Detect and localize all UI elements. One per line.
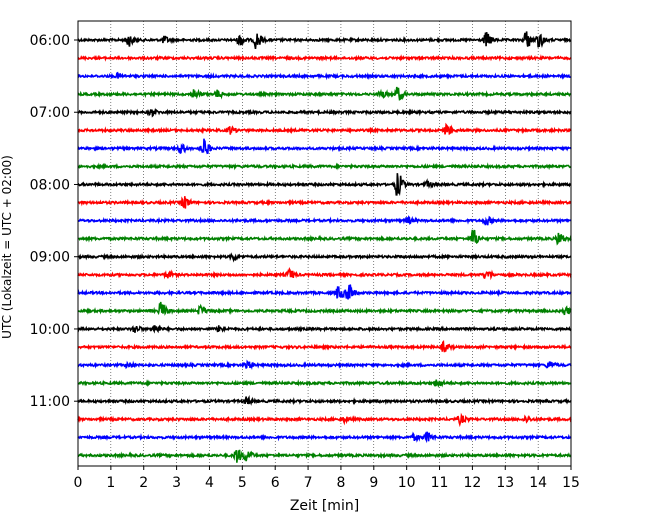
x-tick-label-5: 5 — [238, 475, 247, 491]
trace-1015 — [77, 339, 572, 353]
trace-0645 — [77, 86, 572, 101]
trace-0715 — [77, 122, 572, 136]
trace-layer — [77, 31, 572, 463]
x-tick-label-3: 3 — [172, 475, 181, 491]
x-tick-label-7: 7 — [304, 475, 313, 491]
trace-0930 — [77, 284, 572, 300]
x-tick-label-6: 6 — [271, 475, 280, 491]
x-tick-label-0: 0 — [74, 475, 83, 491]
trace-0630 — [77, 71, 572, 81]
trace-1145 — [77, 449, 572, 463]
trace-1115 — [77, 412, 572, 428]
x-tick-label-4: 4 — [205, 475, 214, 491]
y-tick-label-1000: 10:00 — [30, 322, 70, 338]
x-tick-label-12: 12 — [463, 475, 481, 491]
trace-1000 — [77, 324, 572, 334]
y-tick-label-0600: 06:00 — [30, 33, 70, 49]
trace-1030 — [77, 359, 572, 370]
trace-0800 — [77, 173, 572, 197]
trace-0700 — [77, 107, 572, 118]
trace-0845 — [77, 229, 572, 246]
x-tick-label-1: 1 — [106, 475, 115, 491]
grid-layer — [110, 21, 539, 466]
trace-0615 — [77, 54, 572, 63]
y-tick-label-1100: 11:00 — [30, 394, 70, 410]
x-tick-label-13: 13 — [496, 475, 514, 491]
trace-0900 — [77, 252, 572, 263]
trace-0830 — [77, 215, 572, 226]
x-tick-label-15: 15 — [562, 475, 580, 491]
y-axis-label: UTC (Lokalzeit = UTC + 02:00) — [0, 155, 14, 339]
x-axis-label: Zeit [min] — [290, 498, 359, 514]
trace-0730 — [77, 138, 572, 155]
x-tick-label-10: 10 — [398, 475, 416, 491]
x-tick-label-11: 11 — [431, 475, 449, 491]
trace-0945 — [77, 301, 572, 316]
y-axis-ticks: 06:00 07:00 08:00 09:00 10:00 11:00 — [30, 33, 78, 410]
y-tick-label-0900: 09:00 — [30, 250, 70, 266]
x-tick-label-14: 14 — [529, 475, 547, 491]
x-axis-ticks: 0 1 2 3 4 5 6 7 8 9 10 11 12 13 14 15 — [74, 466, 580, 491]
plot-frame — [77, 20, 572, 467]
y-tick-label-0700: 07:00 — [30, 105, 70, 121]
trace-1100 — [77, 395, 572, 406]
x-tick-label-9: 9 — [369, 475, 378, 491]
trace-0815 — [77, 196, 572, 209]
y-tick-label-0800: 08:00 — [30, 177, 70, 193]
trace-1130 — [77, 431, 572, 444]
x-tick-label-2: 2 — [139, 475, 148, 491]
trace-0915 — [77, 266, 572, 281]
trace-1045 — [77, 378, 572, 388]
trace-0745 — [77, 162, 572, 171]
x-tick-label-8: 8 — [336, 475, 345, 491]
trace-0600 — [77, 31, 572, 50]
